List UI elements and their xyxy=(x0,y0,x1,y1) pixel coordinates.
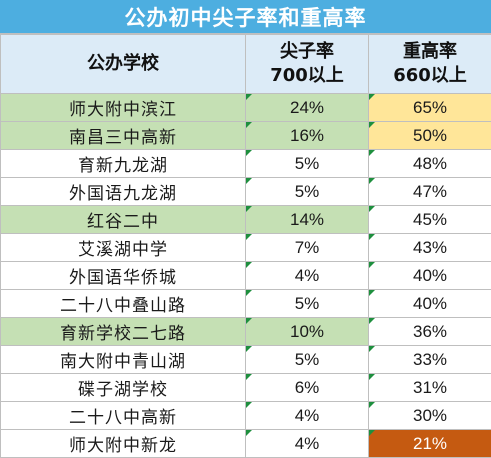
rate700-cell[interactable]: 4% xyxy=(246,402,369,430)
rate700-cell[interactable]: 7% xyxy=(246,234,369,262)
header-rate660[interactable]: 重高率 660以上 xyxy=(369,35,491,94)
rate660-cell[interactable]: 21% xyxy=(369,430,491,458)
header-rate700[interactable]: 尖子率 700以上 xyxy=(246,35,369,94)
school-name-cell[interactable]: 师大附中新龙 xyxy=(1,430,246,458)
rate660-cell[interactable]: 33% xyxy=(369,346,491,374)
school-name-cell[interactable]: 外国语九龙湖 xyxy=(1,178,246,206)
header-school-label: 公办学校 xyxy=(87,53,159,74)
rate660-cell[interactable]: 40% xyxy=(369,290,491,318)
header-rate700-line2: 700以上 xyxy=(246,64,368,88)
school-name-cell[interactable]: 二十八中叠山路 xyxy=(1,290,246,318)
rate660-cell[interactable]: 45% xyxy=(369,206,491,234)
school-name-cell[interactable]: 育新学校二七路 xyxy=(1,318,246,346)
rate660-cell[interactable]: 50% xyxy=(369,122,491,150)
rate700-cell[interactable]: 14% xyxy=(246,206,369,234)
rate700-cell[interactable]: 5% xyxy=(246,346,369,374)
school-name-cell[interactable]: 外国语华侨城 xyxy=(1,262,246,290)
header-school[interactable]: 公办学校 xyxy=(1,35,246,94)
rate700-cell[interactable]: 16% xyxy=(246,122,369,150)
school-name-cell[interactable]: 碟子湖学校 xyxy=(1,374,246,402)
rate660-cell[interactable]: 30% xyxy=(369,402,491,430)
rate660-cell[interactable]: 48% xyxy=(369,150,491,178)
school-name-cell[interactable]: 南大附中青山湖 xyxy=(1,346,246,374)
rate700-cell[interactable]: 4% xyxy=(246,262,369,290)
rate700-cell[interactable]: 4% xyxy=(246,430,369,458)
school-name-cell[interactable]: 南昌三中高新 xyxy=(1,122,246,150)
rate660-cell[interactable]: 47% xyxy=(369,178,491,206)
school-name-cell[interactable]: 二十八中高新 xyxy=(1,402,246,430)
header-rate660-line2: 660以上 xyxy=(369,64,491,88)
rate700-cell[interactable]: 24% xyxy=(246,94,369,122)
header-row: 公办学校 尖子率 700以上 重高率 660以上 xyxy=(1,35,491,94)
school-name-cell[interactable]: 红谷二中 xyxy=(1,206,246,234)
rate700-cell[interactable]: 6% xyxy=(246,374,369,402)
rate700-cell[interactable]: 10% xyxy=(246,318,369,346)
rate700-cell[interactable]: 5% xyxy=(246,178,369,206)
header-rate700-line1: 尖子率 xyxy=(246,40,368,64)
school-name-cell[interactable]: 育新九龙湖 xyxy=(1,150,246,178)
rate660-cell[interactable]: 43% xyxy=(369,234,491,262)
rate700-cell[interactable]: 5% xyxy=(246,150,369,178)
rate700-cell[interactable]: 5% xyxy=(246,290,369,318)
rate660-cell[interactable]: 31% xyxy=(369,374,491,402)
rate660-cell[interactable]: 65% xyxy=(369,94,491,122)
table-title: 公办初中尖子率和重高率 xyxy=(0,0,491,34)
header-rate660-line1: 重高率 xyxy=(369,40,491,64)
rate660-cell[interactable]: 40% xyxy=(369,262,491,290)
school-name-cell[interactable]: 艾溪湖中学 xyxy=(1,234,246,262)
school-name-cell[interactable]: 师大附中滨江 xyxy=(1,94,246,122)
rate660-cell[interactable]: 36% xyxy=(369,318,491,346)
